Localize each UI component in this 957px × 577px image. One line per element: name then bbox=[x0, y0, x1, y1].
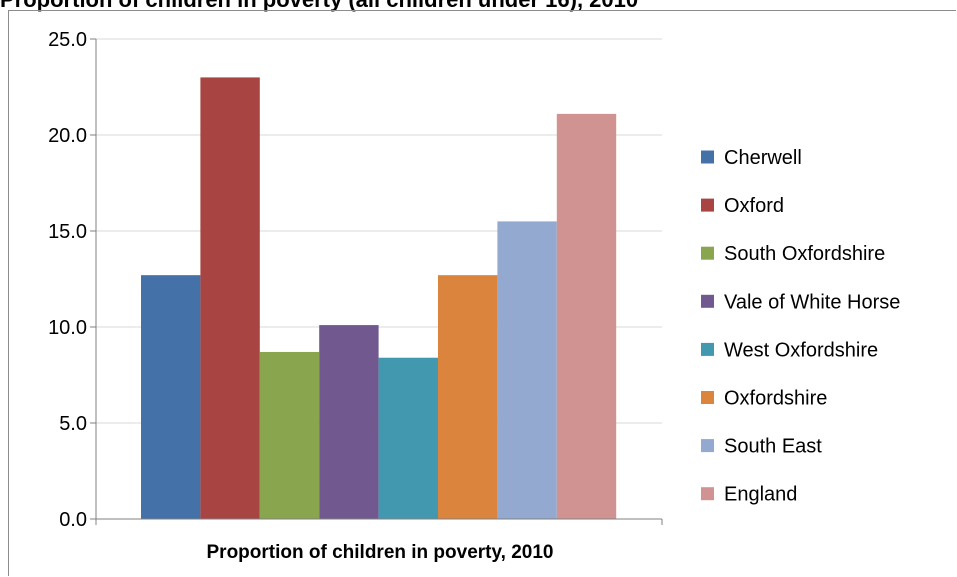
chart-area bbox=[8, 10, 956, 576]
chart-title: Proportion of children in poverty (all c… bbox=[0, 0, 638, 13]
axes: 0.0 5.0 10.0 15.0 20.0 25.0 bbox=[48, 29, 663, 531]
legend-swatch bbox=[701, 150, 714, 164]
legend-label: South East bbox=[724, 436, 822, 458]
legend-label: England bbox=[724, 484, 797, 506]
legend-swatch bbox=[701, 246, 714, 260]
legend-swatch bbox=[701, 487, 714, 501]
legend-swatch bbox=[701, 391, 714, 404]
legend-label: West Oxfordshire bbox=[724, 339, 878, 361]
legend-label: South Oxfordshire bbox=[724, 243, 885, 265]
bar-england bbox=[556, 113, 617, 519]
legend-label: Oxfordshire bbox=[724, 388, 827, 410]
bar-south-oxfordshire bbox=[259, 351, 320, 519]
y-tick-label: 0.0 bbox=[59, 509, 87, 531]
y-tick-label: 15.0 bbox=[48, 221, 87, 243]
bars bbox=[141, 77, 617, 520]
legend: Cherwell Oxford South Oxfordshire Vale of W… bbox=[701, 147, 900, 506]
y-tick-label: 25.0 bbox=[48, 29, 87, 51]
legend-label: Cherwell bbox=[724, 147, 802, 169]
y-tick-label: 20.0 bbox=[48, 125, 87, 147]
legend-swatch bbox=[701, 342, 714, 356]
legend-swatch bbox=[701, 294, 714, 308]
y-tick-label: 5.0 bbox=[59, 413, 87, 435]
legend-label: Oxford bbox=[724, 195, 784, 217]
x-axis-title: Proportion of children in poverty, 2010 bbox=[207, 542, 554, 563]
legend-label: Vale of White Horse bbox=[724, 291, 900, 313]
bar-vale-of-white-horse bbox=[319, 325, 379, 519]
bar-oxfordshire bbox=[438, 275, 498, 519]
bar-west-oxfordshire bbox=[378, 357, 438, 519]
bar-south-east bbox=[497, 221, 557, 519]
legend-swatch bbox=[701, 198, 714, 212]
y-tick-label: 10.0 bbox=[48, 317, 87, 339]
bar-oxford bbox=[200, 77, 260, 520]
legend-swatch bbox=[701, 439, 714, 453]
bar-cherwell bbox=[141, 275, 201, 519]
